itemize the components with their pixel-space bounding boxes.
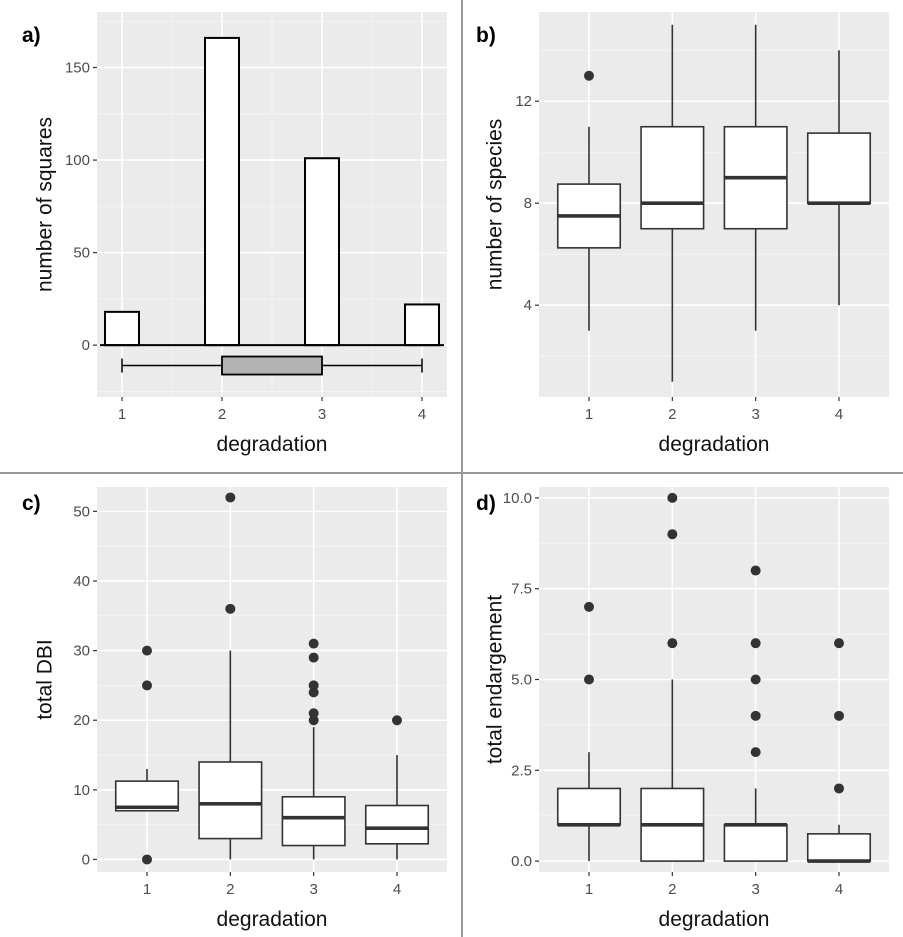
x-tick-label: 3 xyxy=(751,881,759,898)
y-tick-label: 12 xyxy=(515,93,532,110)
box-outlier-point xyxy=(142,645,152,656)
panel-label: a) xyxy=(22,24,41,47)
box-iqr xyxy=(198,761,263,840)
x-tick-label: 4 xyxy=(835,881,843,898)
y-tick-label: 100 xyxy=(65,152,90,169)
x-axis-title: degradation xyxy=(217,433,328,456)
box-outlier-point xyxy=(308,680,319,691)
box-iqr xyxy=(640,125,705,230)
bar xyxy=(204,36,240,347)
y-tick-label: 50 xyxy=(73,503,90,520)
panel-c: 0 10 20 30 40 50 1 2 3 4 degradation total DBI c) xyxy=(22,487,447,931)
box-outlier-point xyxy=(584,601,594,612)
y-axis-title: number of squares xyxy=(34,117,57,292)
box-iqr xyxy=(723,823,788,862)
panel-label: b) xyxy=(476,24,496,47)
bar xyxy=(104,310,140,347)
y-tick-label: 40 xyxy=(73,573,90,590)
box-outlier-point xyxy=(308,708,319,719)
box-outlier-point xyxy=(834,710,844,721)
y-tick-label: 10 xyxy=(73,782,90,799)
box-outlier-point xyxy=(667,529,678,540)
box-outlier-point xyxy=(750,638,761,649)
x-tick-label: 3 xyxy=(318,406,326,423)
y-axis-title: total DBI xyxy=(34,639,57,720)
y-axis-title: total endargement xyxy=(484,595,507,764)
box-outlier-point xyxy=(225,603,236,614)
x-tick-label: 4 xyxy=(393,881,401,898)
y-tick-label: 4 xyxy=(524,297,532,314)
panel-label: c) xyxy=(22,492,41,515)
box-outlier-point xyxy=(142,680,152,691)
box-outlier-point xyxy=(667,492,678,503)
y-tick-label: 50 xyxy=(73,245,90,262)
bar xyxy=(304,157,340,347)
x-tick-label: 2 xyxy=(668,881,676,898)
x-tick-label: 2 xyxy=(668,406,676,423)
box-outlier-point xyxy=(750,674,761,685)
y-tick-label: 8 xyxy=(524,195,532,212)
box-outlier-point xyxy=(308,687,319,698)
box-outlier-point xyxy=(834,783,844,794)
y-axis-title: number of species xyxy=(484,119,507,291)
box-outlier-point xyxy=(142,854,152,865)
box-outlier-point xyxy=(225,492,236,503)
panel-a: 0 50 100 150 1 2 3 4 degradation number of square… xyxy=(22,12,447,456)
y-tick-label: 7.5 xyxy=(511,581,532,598)
x-tick-label: 4 xyxy=(418,406,426,423)
x-axis-title: degradation xyxy=(659,433,770,456)
y-tick-label: 30 xyxy=(73,643,90,660)
box-iqr xyxy=(806,132,872,205)
box-iqr xyxy=(556,787,622,826)
x-tick-label: 1 xyxy=(143,881,151,898)
summary-box xyxy=(221,355,323,376)
box-outlier-point xyxy=(392,715,402,726)
x-tick-label: 3 xyxy=(751,406,759,423)
x-axis-title: degradation xyxy=(659,908,770,931)
x-tick-label: 1 xyxy=(585,406,593,423)
y-tick-label: 0 xyxy=(82,337,90,354)
x-axis-title: degradation xyxy=(217,908,328,931)
panel-label: d) xyxy=(476,492,496,515)
x-tick-label: 2 xyxy=(218,406,226,423)
box-iqr xyxy=(364,804,430,845)
box-outlier-point xyxy=(308,638,319,649)
y-tick-label: 0 xyxy=(82,851,90,868)
box-outlier-point xyxy=(834,638,844,649)
y-tick-label: 5.0 xyxy=(511,672,532,689)
x-tick-label: 2 xyxy=(226,881,234,898)
box-outlier-point xyxy=(308,652,319,663)
box-outlier-point xyxy=(750,565,761,576)
x-tick-label: 3 xyxy=(309,881,317,898)
y-tick-label: 2.5 xyxy=(511,762,532,779)
x-tick-label: 4 xyxy=(835,406,843,423)
x-tick-label: 1 xyxy=(118,406,126,423)
y-tick-label: 150 xyxy=(65,60,90,77)
panel-d: 0.0 2.5 5.0 7.5 10.0 1 2 3 4 degradation total end… xyxy=(476,487,889,931)
x-tick-label: 1 xyxy=(585,881,593,898)
y-tick-label: 0.0 xyxy=(511,853,532,870)
y-tick-label: 10.0 xyxy=(503,490,532,507)
box-iqr xyxy=(806,833,872,862)
bar xyxy=(404,303,440,347)
box-outlier-point xyxy=(750,710,761,721)
box-outlier-point xyxy=(667,638,678,649)
box-outlier-point xyxy=(584,70,594,81)
y-tick-label: 20 xyxy=(73,712,90,729)
box-outlier-point xyxy=(750,747,761,758)
box-outlier-point xyxy=(584,674,594,685)
box-outlier-point xyxy=(308,715,319,726)
box-iqr xyxy=(281,796,346,847)
